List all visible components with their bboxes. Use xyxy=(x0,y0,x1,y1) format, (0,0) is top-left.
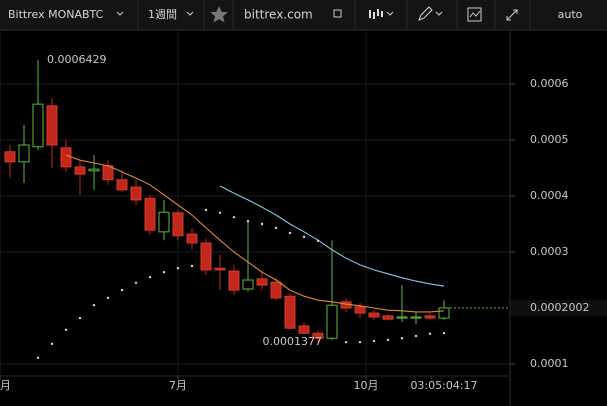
candle-body xyxy=(228,270,240,291)
x-tick-label: 月 xyxy=(0,379,11,392)
candle-body xyxy=(144,197,156,231)
interval[interactable]: 1週間 xyxy=(148,8,177,21)
y-tick-label: 0.0003 xyxy=(530,245,569,258)
candle-body xyxy=(186,233,198,244)
sar-dot xyxy=(260,222,264,226)
sar-dot xyxy=(400,337,404,340)
candle-body xyxy=(298,325,310,334)
candle-body xyxy=(354,306,366,314)
toolbar: Bittrex MONABTC 1週間 bittrex.com auto xyxy=(0,0,607,31)
y-tick-label: 0.0006 xyxy=(530,77,569,90)
sar-dot xyxy=(316,239,320,243)
sar-dot xyxy=(64,328,68,332)
candle-body xyxy=(130,186,142,201)
sar-dot xyxy=(92,304,96,307)
sar-dot xyxy=(442,332,446,335)
dropdown-icon xyxy=(435,11,443,16)
sar-dot xyxy=(344,340,348,344)
y-tick-label: 0.0005 xyxy=(530,133,569,146)
candle-body xyxy=(4,151,16,163)
sar-dot xyxy=(190,264,194,268)
candle-body xyxy=(200,242,212,271)
dropdown-icon xyxy=(186,11,194,16)
sar-dot xyxy=(414,334,418,338)
sar-dot xyxy=(246,220,250,223)
sar-dot xyxy=(176,267,180,270)
candle-body xyxy=(46,105,58,146)
indicator-icon-line xyxy=(469,10,481,18)
candle-body xyxy=(214,267,226,271)
sar-dot xyxy=(372,339,376,343)
candle-body xyxy=(158,211,170,233)
favorite-icon[interactable] xyxy=(210,6,228,23)
indicator-line xyxy=(219,185,445,287)
sar-dot xyxy=(120,288,124,292)
sar-dot xyxy=(358,340,362,344)
indicator-icon[interactable] xyxy=(467,7,482,22)
candle-body xyxy=(270,281,282,299)
candle-body xyxy=(284,295,296,329)
countdown-box xyxy=(406,378,483,394)
draw-icon[interactable] xyxy=(418,6,433,21)
x-tick-label: 10月 xyxy=(354,379,379,392)
sar-dot xyxy=(428,332,432,335)
last-price-label: 0.0002002 xyxy=(530,301,590,314)
source-link[interactable]: bittrex.com xyxy=(244,8,313,22)
plot: 0.0001 0.0003 0.0004 0.0005 0.0006 月 7月 10月 0.00… xyxy=(0,30,607,394)
sar-dot xyxy=(302,235,306,239)
sar-dot xyxy=(50,342,54,346)
sar-dot xyxy=(204,208,208,212)
sar-dot xyxy=(288,231,292,235)
candle-body xyxy=(74,166,86,175)
candle-body xyxy=(18,144,30,163)
low-label: 0.0001377 xyxy=(263,335,323,348)
chart-type-icon[interactable] xyxy=(369,9,383,19)
candle-body xyxy=(88,168,100,172)
candle-body xyxy=(172,212,184,237)
y-tick-label: 0.0001 xyxy=(530,357,569,370)
candle-body xyxy=(410,316,422,319)
sar-dot xyxy=(148,276,152,279)
sar-dot xyxy=(218,211,222,215)
candle-body xyxy=(312,332,324,339)
candle-body xyxy=(438,307,450,319)
dropdown-icon xyxy=(386,11,394,16)
sar-dot xyxy=(386,338,390,342)
candle-body xyxy=(32,103,44,148)
x-tick-label: 7月 xyxy=(169,379,187,392)
symbol[interactable]: Bittrex MONABTC xyxy=(8,8,104,21)
toolbar-bg xyxy=(0,0,607,30)
sar-dot xyxy=(36,356,40,360)
external-icon xyxy=(333,9,342,18)
candle-body xyxy=(242,279,254,290)
sar-dot xyxy=(106,296,110,300)
candle-body xyxy=(116,179,128,191)
candle-body xyxy=(326,304,338,339)
high-label: 0.0006429 xyxy=(47,53,107,66)
countdown-label: 03:05:04:17 xyxy=(410,379,477,392)
scale-mode[interactable]: auto xyxy=(558,8,583,21)
sar-dot xyxy=(274,226,278,230)
candle-body xyxy=(256,278,268,286)
candle-body xyxy=(368,312,380,318)
fullscreen-icon[interactable] xyxy=(506,9,518,21)
sar-dot xyxy=(134,281,138,285)
y-tick-label: 0.0004 xyxy=(530,189,569,202)
dropdown-icon xyxy=(116,11,124,16)
last-price-box xyxy=(511,299,607,316)
sar-dot xyxy=(232,216,236,219)
candle-body xyxy=(60,147,72,168)
indicator-line xyxy=(65,154,445,313)
sar-dot xyxy=(78,316,82,320)
sar-dot xyxy=(162,270,166,274)
candle-body xyxy=(424,315,436,319)
candle-body xyxy=(396,316,408,319)
candle-body xyxy=(382,315,394,320)
